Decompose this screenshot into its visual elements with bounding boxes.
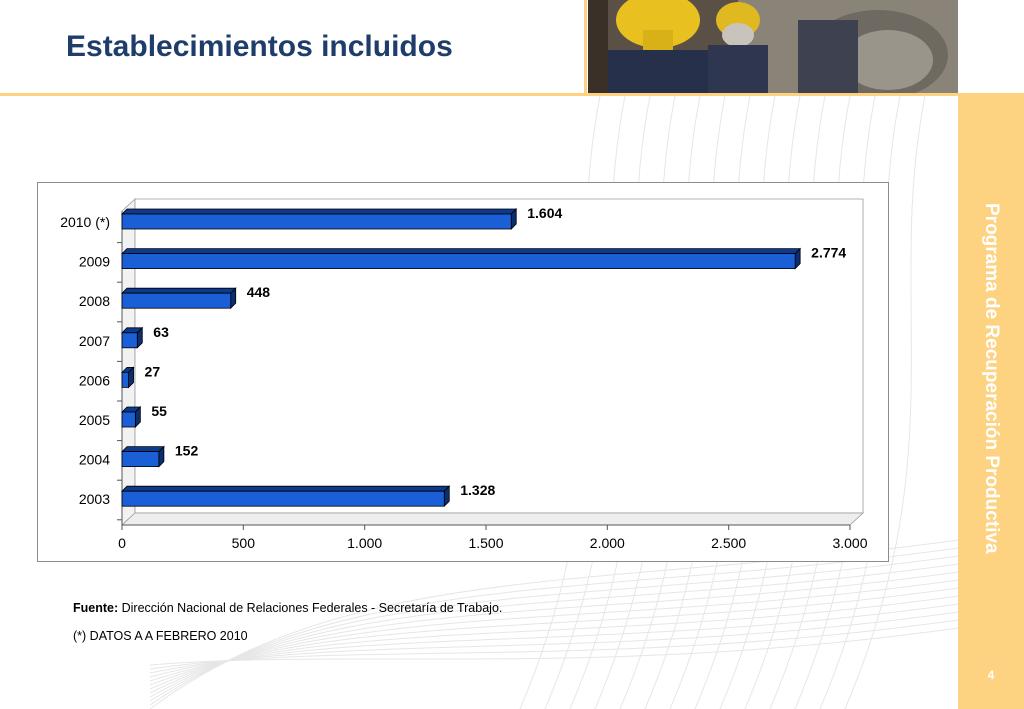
- bar: [121, 208, 518, 230]
- workers-with-helmets-photo: [588, 0, 958, 93]
- decorative-line: [149, 555, 959, 702]
- chart-side-wall: [121, 198, 136, 526]
- source-note: Fuente: Dirección Nacional de Relaciones…: [73, 601, 502, 615]
- bar-front-face: [121, 411, 136, 428]
- bar-top-face: [121, 446, 165, 453]
- y-tick-label: 2008: [79, 293, 110, 309]
- bar: [121, 485, 451, 508]
- decorative-line: [149, 539, 959, 709]
- bar: [121, 326, 144, 349]
- bar-front-face: [121, 490, 445, 507]
- data-label: 152: [175, 443, 199, 459]
- bar-front-face: [121, 451, 160, 468]
- data-label: 63: [153, 324, 169, 340]
- chart-back-wall: [134, 198, 864, 514]
- bar: [121, 366, 135, 389]
- bar-top-face: [121, 208, 518, 215]
- bar: [121, 445, 165, 468]
- source-text: Dirección Nacional de Relaciones Federal…: [118, 601, 503, 615]
- data-label: 448: [247, 284, 271, 300]
- page-number: 4: [987, 668, 995, 682]
- decorative-line: [149, 587, 959, 686]
- y-tick-label: 2007: [79, 333, 110, 349]
- chart-floor: [120, 512, 865, 526]
- page-title: Establecimientos incluidos: [66, 30, 453, 63]
- data-label: 27: [145, 363, 161, 379]
- y-tick-label: 2010 (*): [60, 214, 110, 230]
- bar-top-face: [121, 287, 237, 294]
- bar-top-face: [121, 485, 451, 492]
- decorative-line: [149, 579, 959, 690]
- y-tick-label: 2006: [79, 372, 110, 388]
- bar-front-face: [121, 292, 232, 309]
- bar: [121, 247, 802, 270]
- source-label: Fuente:: [73, 601, 119, 615]
- y-tick-label: 2004: [79, 452, 110, 468]
- data-label: 1.604: [527, 205, 562, 221]
- sidebar-band: [958, 93, 1024, 709]
- data-label: 2.774: [811, 245, 846, 261]
- sidebar-program-label: Programa de Recuperación Productiva: [981, 202, 1002, 554]
- x-tick-label: 2.000: [590, 535, 625, 551]
- bar-top-face: [121, 248, 802, 254]
- decorative-line: [149, 571, 959, 694]
- y-tick-label: 2005: [79, 412, 110, 428]
- header-divider-vertical: [584, 0, 587, 93]
- decorative-line: [149, 563, 959, 698]
- data-footnote: (*) DATOS A A FEBRERO 2010: [73, 629, 248, 643]
- chart-frame: 0 500 1.000 1.500 2.000 2.500 3.000 2010 (*) 1.6…: [37, 182, 889, 562]
- bar-front-face: [121, 253, 796, 269]
- x-tick-label: 3.000: [832, 535, 867, 551]
- y-tick-label: 2009: [79, 254, 110, 270]
- decorative-line: [149, 627, 959, 666]
- bar-front-face: [121, 213, 512, 230]
- header-divider: [0, 93, 958, 96]
- x-tick-label: 2.500: [711, 535, 746, 551]
- x-tick-label: 500: [232, 535, 256, 551]
- x-tick-label: 1.000: [347, 535, 382, 551]
- y-tick-label: 2003: [79, 491, 110, 507]
- bar: [121, 406, 142, 428]
- x-tick-label: 0: [118, 535, 126, 551]
- x-tick-label: 1.500: [468, 535, 503, 551]
- bar-chart: 0 500 1.000 1.500 2.000 2.500 3.000 2010 (*) 1.6…: [60, 198, 868, 551]
- data-label: 55: [151, 403, 167, 419]
- data-label: 1.328: [460, 482, 495, 498]
- bar-front-face: [121, 332, 138, 349]
- bar: [121, 287, 237, 310]
- bar-front-face: [121, 371, 129, 388]
